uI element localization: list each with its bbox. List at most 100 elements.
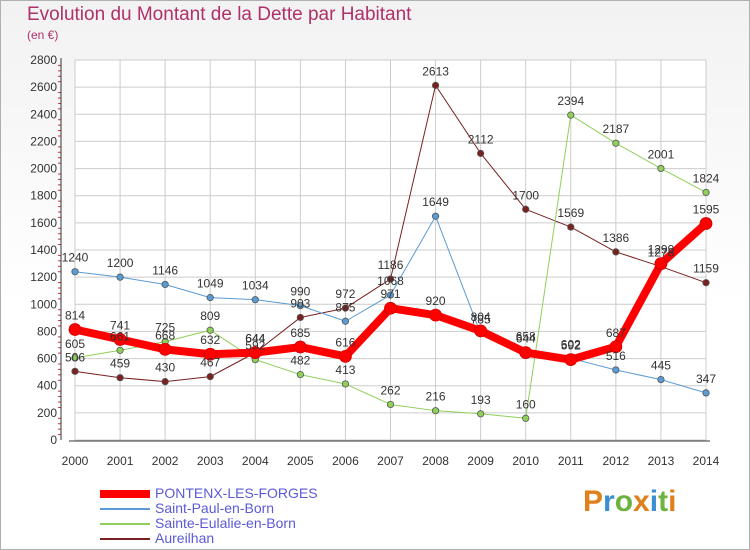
data-label: 516	[606, 349, 626, 363]
data-point	[477, 150, 483, 156]
y-tick-label: 2200	[30, 134, 57, 148]
data-point	[159, 343, 171, 355]
data-label: 1569	[557, 206, 584, 220]
data-point	[565, 354, 577, 366]
line-chart: 0200400600800100012001400160018002000220…	[0, 0, 750, 550]
legend-swatch	[100, 490, 150, 498]
y-tick-label: 2800	[30, 53, 57, 67]
data-point	[297, 314, 303, 320]
data-point	[613, 140, 619, 146]
data-point	[523, 415, 529, 421]
data-label: 687	[606, 326, 626, 340]
data-point	[342, 381, 348, 387]
legend-swatch	[100, 508, 150, 510]
data-point	[297, 371, 303, 377]
y-tick-label: 1600	[30, 216, 57, 230]
x-tick-label: 2008	[422, 454, 449, 468]
y-tick-label: 0	[50, 433, 57, 447]
data-point	[117, 347, 123, 353]
data-point	[703, 390, 709, 396]
data-label: 160	[516, 397, 536, 411]
data-label: 1049	[197, 277, 224, 291]
data-point	[294, 341, 306, 353]
data-point	[703, 280, 709, 286]
data-point	[339, 350, 351, 362]
data-label: 467	[200, 356, 220, 370]
data-point	[430, 309, 442, 321]
data-point	[568, 112, 574, 118]
data-label: 1649	[422, 195, 449, 209]
data-label: 193	[471, 393, 491, 407]
x-tick-label: 2010	[512, 454, 539, 468]
data-label: 990	[290, 285, 310, 299]
x-tick-label: 2005	[287, 454, 314, 468]
x-tick-label: 2004	[242, 454, 269, 468]
data-point	[162, 281, 168, 287]
data-label: 1200	[107, 256, 134, 270]
data-point	[117, 375, 123, 381]
data-point	[568, 224, 574, 230]
data-point	[72, 368, 78, 374]
data-label: 1240	[62, 251, 89, 265]
data-label: 1700	[512, 188, 539, 202]
data-label: 216	[426, 390, 446, 404]
data-label: 506	[65, 350, 85, 364]
data-label: 413	[335, 363, 355, 377]
data-point	[72, 269, 78, 275]
data-label: 605	[65, 337, 85, 351]
data-point	[387, 401, 393, 407]
data-point	[432, 82, 438, 88]
x-tick-label: 2003	[197, 454, 224, 468]
data-point	[117, 274, 123, 280]
y-tick-label: 1400	[30, 243, 57, 257]
data-point	[252, 296, 258, 302]
x-tick-label: 2012	[603, 454, 630, 468]
y-tick-label: 200	[37, 406, 57, 420]
data-label: 2394	[557, 94, 584, 108]
data-point	[69, 324, 81, 336]
legend-swatch	[100, 523, 150, 525]
data-label: 1824	[693, 171, 720, 185]
data-label: 616	[335, 335, 355, 349]
data-point	[523, 206, 529, 212]
y-tick-label: 2000	[30, 162, 57, 176]
data-label: 262	[380, 383, 400, 397]
data-label: 971	[380, 287, 400, 301]
data-label: 632	[200, 333, 220, 347]
data-label: 2112	[468, 132, 494, 146]
data-point	[700, 218, 712, 230]
x-tick-label: 2007	[377, 454, 404, 468]
data-label: 459	[110, 357, 130, 371]
data-label: 1299	[648, 243, 675, 257]
data-label: 685	[290, 326, 310, 340]
legend-swatch	[100, 538, 150, 540]
data-label: 804	[471, 310, 491, 324]
y-tick-label: 1000	[30, 297, 57, 311]
data-point	[342, 318, 348, 324]
y-tick-label: 2400	[30, 107, 57, 121]
data-point	[520, 347, 532, 359]
x-tick-label: 2013	[648, 454, 675, 468]
data-label: 875	[335, 300, 355, 314]
x-tick-label: 2006	[332, 454, 359, 468]
data-label: 1386	[603, 231, 630, 245]
data-label: 741	[110, 318, 130, 332]
data-label: 1146	[152, 263, 178, 277]
x-tick-label: 2011	[558, 454, 584, 468]
data-label: 430	[155, 361, 175, 375]
x-tick-label: 2002	[152, 454, 179, 468]
legend-label: PONTENX-LES-FORGES	[155, 486, 318, 501]
legend-label: Aureilhan	[155, 531, 214, 546]
y-tick-label: 1800	[30, 189, 57, 203]
y-tick-label: 800	[37, 324, 57, 338]
data-label: 920	[426, 294, 446, 308]
data-label: 668	[155, 328, 175, 342]
data-point	[475, 325, 487, 337]
data-label: 592	[561, 339, 581, 353]
data-point	[207, 294, 213, 300]
y-tick-label: 600	[37, 352, 57, 366]
data-point	[613, 367, 619, 373]
data-label: 809	[200, 309, 220, 323]
data-label: 445	[651, 359, 671, 373]
data-label: 1595	[693, 203, 720, 217]
